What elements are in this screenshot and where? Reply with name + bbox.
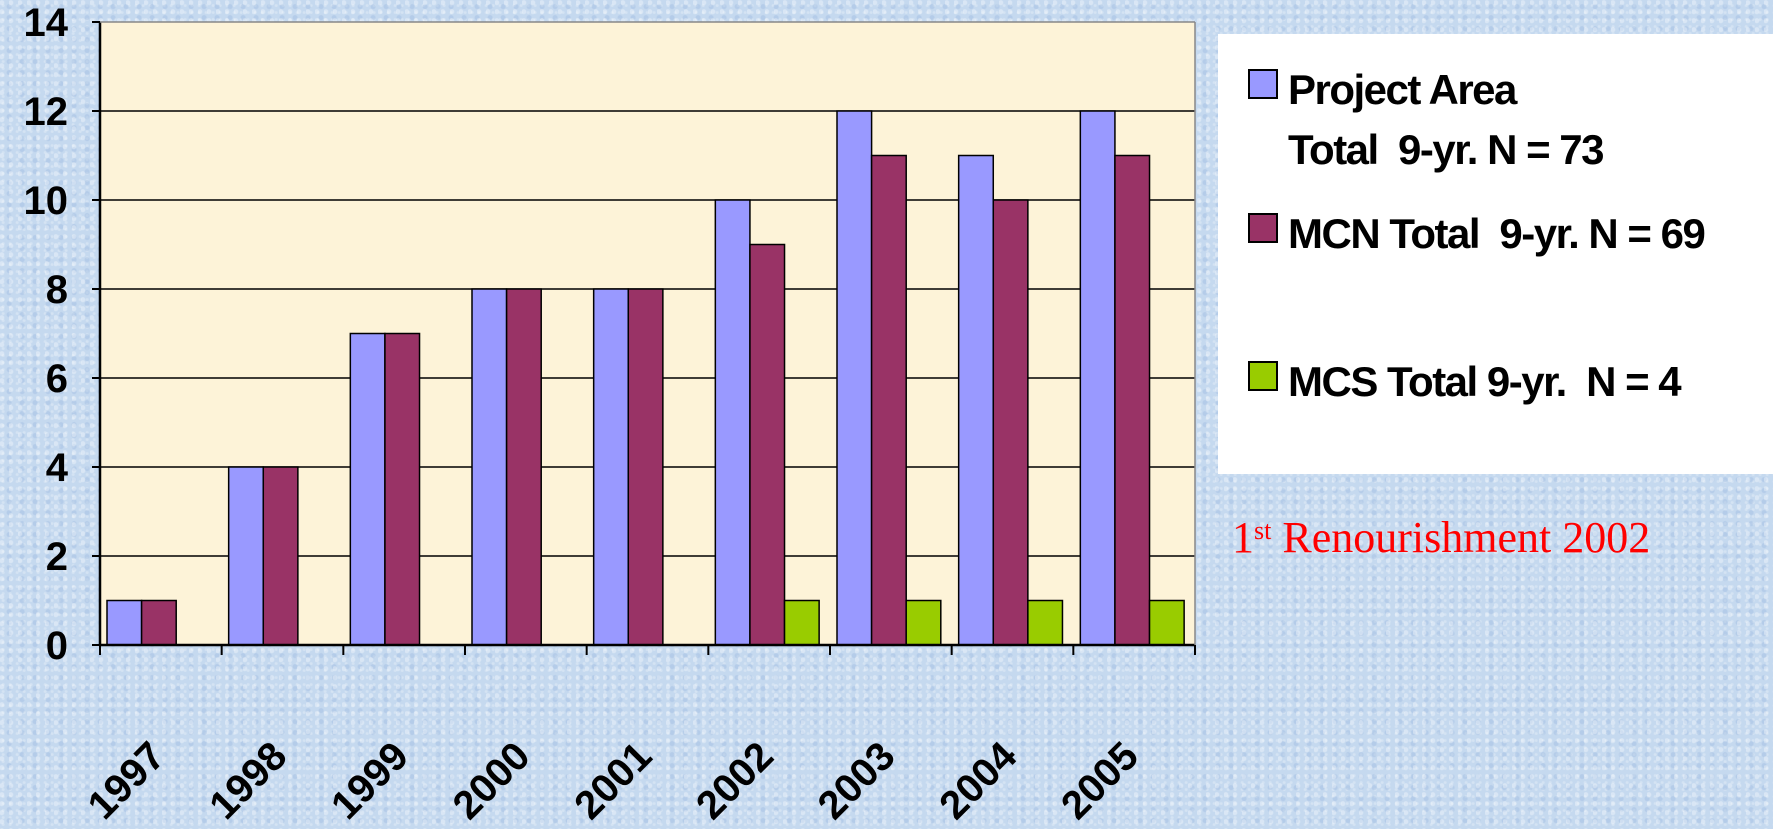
bar — [1148, 599, 1185, 646]
x-tick-label: 1997 — [80, 734, 174, 828]
y-tick-label: 8 — [46, 268, 68, 312]
y-tick-label: 14 — [24, 1, 69, 45]
axes — [98, 21, 1196, 647]
bar — [714, 199, 751, 646]
bar — [957, 154, 995, 646]
bar — [592, 288, 630, 646]
bar — [627, 288, 664, 646]
bar — [471, 288, 508, 646]
legend-label-line2: Total 9-yr. N = 73 — [1288, 126, 1605, 173]
annotation-ordinal: 1 — [1232, 513, 1254, 562]
y-tick-label: 4 — [46, 446, 69, 490]
bar — [505, 288, 542, 646]
bar — [783, 599, 820, 646]
legend-swatch-project-area — [1248, 69, 1278, 99]
bar — [227, 466, 265, 646]
y-tick-label: 6 — [46, 357, 68, 401]
annotation-text: Renourishment 2002 — [1271, 513, 1651, 562]
bar — [749, 243, 786, 646]
bar — [1114, 154, 1151, 646]
legend-label-mcn: MCN Total 9-yr. N = 69 — [1288, 210, 1706, 257]
bar — [106, 599, 143, 646]
x-axis-ticks: 1997 1998 1999 2000 2001 2002 2003 2004 2005 — [80, 645, 1196, 828]
y-axis-ticks: 0 2 4 6 8 10 12 14 — [24, 1, 100, 668]
bars — [106, 110, 1185, 646]
legend-item-mcn: MCN Total 9-yr. N = 69 — [1218, 204, 1706, 264]
bar — [1027, 599, 1064, 646]
x-tick-label: 1998 — [201, 734, 295, 828]
legend-label-mcs: MCS Total 9-yr. N = 4 — [1288, 358, 1682, 405]
bar — [384, 332, 421, 646]
renourishment-annotation: 1st Renourishment 2002 — [1232, 512, 1650, 563]
bar — [349, 332, 386, 646]
annotation-ordinal-suffix: st — [1254, 516, 1272, 545]
bar — [836, 110, 873, 646]
y-tick-label: 12 — [24, 90, 69, 134]
y-tick-label: 10 — [24, 179, 69, 223]
x-tick-label: 2005 — [1053, 734, 1147, 828]
legend-label-project-area: Project Area Total 9-yr. N = 73 — [1278, 60, 1605, 180]
legend-swatch-mcn — [1248, 213, 1278, 243]
x-tick-label: 1999 — [323, 734, 417, 828]
bar — [905, 599, 942, 646]
x-tick-label: 2004 — [931, 733, 1026, 828]
y-tick-label: 0 — [46, 624, 68, 668]
bar — [870, 154, 907, 646]
x-tick-label: 2002 — [688, 734, 782, 828]
bar — [140, 599, 177, 646]
legend-label-line1: Project Area — [1288, 66, 1517, 113]
bar — [992, 199, 1029, 646]
x-tick-label: 2001 — [566, 734, 660, 828]
legend: Project Area Total 9-yr. N = 73 MCN Tota… — [1218, 34, 1773, 474]
x-tick-label: 2003 — [810, 734, 904, 828]
bar — [262, 466, 299, 646]
y-tick-label: 2 — [46, 535, 68, 579]
x-tick-label: 2000 — [445, 734, 539, 828]
bar — [1079, 110, 1116, 646]
legend-item-project-area: Project Area Total 9-yr. N = 73 — [1218, 60, 1605, 180]
legend-swatch-mcs — [1248, 361, 1278, 391]
legend-item-mcs: MCS Total 9-yr. N = 4 — [1218, 352, 1682, 412]
